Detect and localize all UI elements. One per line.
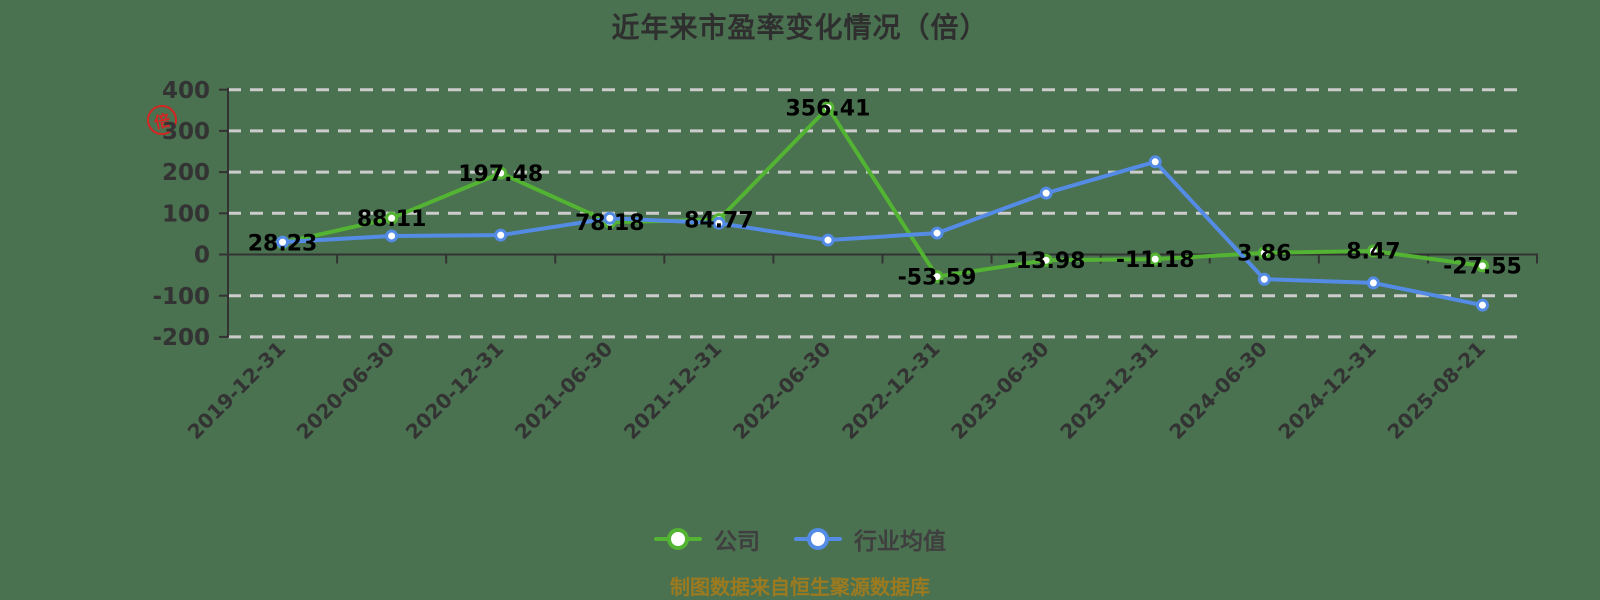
series-point[interactable] — [494, 166, 508, 180]
series-point[interactable] — [930, 270, 944, 284]
x-tick-label: 2025-08-21 — [1383, 337, 1490, 444]
x-tick-label: 2024-06-30 — [1164, 337, 1271, 444]
page-title: 近年来市盈率变化情况（倍） — [611, 11, 989, 44]
x-tick-label: 2020-12-31 — [401, 337, 508, 444]
x-tick-label: 2022-06-30 — [728, 337, 835, 444]
x-tick-label: 2019-12-31 — [183, 337, 290, 444]
series-point[interactable] — [1366, 276, 1380, 290]
series-point[interactable] — [1148, 155, 1162, 169]
series-point[interactable] — [385, 229, 399, 243]
series-point[interactable] — [821, 101, 835, 115]
series-point[interactable] — [1475, 259, 1489, 273]
data-label: -27.55 — [1443, 255, 1522, 280]
data-source-note: 制图数据来自恒生聚源数据库 — [670, 575, 930, 599]
y-tick-label: -200 — [152, 325, 210, 351]
legend-item-industry-average[interactable]: 行业均值 — [794, 522, 946, 556]
series-line-1[interactable] — [280, 159, 1485, 308]
series-point[interactable] — [821, 233, 835, 247]
y-tick-label: 400 — [162, 78, 210, 104]
data-label: 8.47 — [1346, 240, 1400, 265]
data-label: 356.41 — [786, 96, 871, 121]
data-label: 197.48 — [458, 162, 543, 187]
series-point[interactable] — [712, 216, 726, 230]
series-point[interactable] — [1039, 253, 1053, 267]
series-point[interactable] — [930, 226, 944, 240]
company-series-icon — [654, 528, 702, 550]
x-tick-label: 2022-12-31 — [837, 337, 944, 444]
legend-label-industry-average: 行业均值 — [854, 529, 946, 555]
data-label: 84.77 — [684, 208, 754, 233]
y-tick-label: 300 — [162, 119, 210, 145]
x-tick-label: 2021-06-30 — [510, 337, 617, 444]
series-point[interactable] — [1039, 186, 1053, 200]
data-label: -53.59 — [898, 265, 977, 290]
series-point[interactable] — [603, 211, 617, 225]
series-point[interactable] — [385, 211, 399, 225]
x-tick-label: 2023-06-30 — [946, 337, 1053, 444]
y-tick-label: 200 — [162, 160, 210, 186]
series-line-0[interactable] — [280, 105, 1485, 279]
x-tick-label: 2023-12-31 — [1055, 337, 1162, 444]
data-label: 78.18 — [575, 211, 645, 236]
y-tick-label: 100 — [162, 201, 210, 227]
data-label: 3.86 — [1237, 242, 1291, 267]
y-tick-label: 0 — [194, 243, 210, 269]
series-point[interactable] — [494, 228, 508, 242]
y-tick-label: -100 — [152, 284, 210, 310]
data-label: -13.98 — [1007, 249, 1086, 274]
industry-average-series-icon — [794, 528, 842, 550]
legend: 公司 行业均值 — [0, 522, 1600, 556]
data-label: -11.18 — [1116, 248, 1195, 273]
data-label: 28.23 — [248, 232, 318, 257]
x-tick-label: 2021-12-31 — [619, 337, 726, 444]
series-point[interactable] — [1366, 244, 1380, 258]
x-tick-label: 2024-12-31 — [1273, 337, 1380, 444]
series-point[interactable] — [1148, 252, 1162, 266]
series-point[interactable] — [1475, 298, 1489, 312]
series-point[interactable] — [276, 235, 290, 249]
legend-item-company[interactable]: 公司 — [654, 522, 760, 556]
x-tick-label: 2020-06-30 — [292, 337, 399, 444]
series-point[interactable] — [1257, 246, 1271, 260]
legend-label-company: 公司 — [714, 529, 760, 555]
data-label: 88.11 — [357, 207, 427, 232]
series-point[interactable] — [1257, 272, 1271, 286]
